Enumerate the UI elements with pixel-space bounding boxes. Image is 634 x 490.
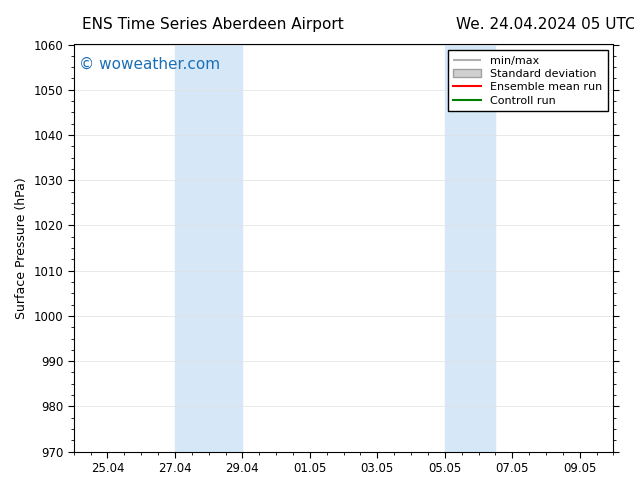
Bar (175, 45, 242, 452)
Legend: min/max, Standard deviation, Ensemble mean run, Controll run: min/max, Standard deviation, Ensemble me… (448, 50, 608, 111)
Text: © woweather.com: © woweather.com (79, 57, 220, 72)
Y-axis label: Surface Pressure (hPa): Surface Pressure (hPa) (15, 177, 28, 319)
Bar (445, 45, 495, 452)
Text: We. 24.04.2024 05 UTC: We. 24.04.2024 05 UTC (456, 17, 634, 32)
Text: ENS Time Series Aberdeen Airport: ENS Time Series Aberdeen Airport (82, 17, 344, 32)
